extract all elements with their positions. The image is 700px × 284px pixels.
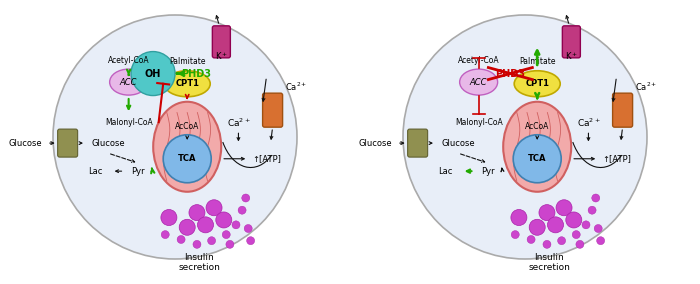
Text: K$^+$: K$^+$: [215, 50, 228, 62]
Circle shape: [53, 15, 297, 259]
Text: Glucose: Glucose: [8, 139, 42, 148]
Circle shape: [131, 52, 175, 95]
Circle shape: [177, 235, 185, 243]
Text: Glucose: Glucose: [441, 139, 475, 148]
Text: Insulin
secretion: Insulin secretion: [528, 253, 570, 272]
FancyBboxPatch shape: [612, 93, 633, 127]
Circle shape: [222, 231, 230, 239]
Circle shape: [539, 205, 555, 221]
Text: Lac: Lac: [438, 167, 453, 176]
Text: AcCoA: AcCoA: [525, 122, 550, 131]
Text: Acetyl-CoA: Acetyl-CoA: [458, 56, 500, 64]
Circle shape: [566, 212, 582, 228]
Text: Lac: Lac: [88, 167, 103, 176]
Circle shape: [189, 205, 205, 221]
FancyBboxPatch shape: [212, 26, 230, 58]
Circle shape: [556, 200, 572, 216]
Circle shape: [161, 231, 169, 239]
Ellipse shape: [153, 102, 221, 192]
Circle shape: [594, 224, 602, 233]
Circle shape: [403, 15, 647, 259]
Ellipse shape: [503, 102, 571, 192]
Circle shape: [588, 206, 596, 214]
Text: ACC: ACC: [470, 78, 487, 87]
Circle shape: [513, 135, 561, 183]
Text: ↑[ATP]: ↑[ATP]: [252, 154, 281, 163]
FancyBboxPatch shape: [407, 129, 428, 157]
Text: ↑[ATP]: ↑[ATP]: [602, 154, 631, 163]
Text: OH: OH: [145, 68, 161, 79]
Circle shape: [582, 221, 590, 229]
Text: Glucose: Glucose: [358, 139, 392, 148]
Circle shape: [241, 194, 250, 202]
Circle shape: [558, 237, 566, 245]
FancyBboxPatch shape: [262, 93, 283, 127]
Circle shape: [527, 235, 535, 243]
Text: TCA: TCA: [178, 154, 197, 163]
Text: Ca$^{2+}$: Ca$^{2+}$: [635, 81, 657, 93]
Text: Ca$^{2+}$: Ca$^{2+}$: [285, 81, 307, 93]
Text: Ca$^{2+}$: Ca$^{2+}$: [577, 116, 601, 129]
Circle shape: [572, 231, 580, 239]
Circle shape: [226, 240, 234, 248]
Text: PHD3: PHD3: [181, 68, 211, 79]
Circle shape: [206, 200, 222, 216]
Circle shape: [511, 210, 527, 225]
Ellipse shape: [514, 71, 560, 97]
Circle shape: [592, 194, 600, 202]
Circle shape: [216, 212, 232, 228]
Text: PHD3: PHD3: [496, 68, 526, 79]
Text: CPT1: CPT1: [525, 79, 550, 88]
Circle shape: [238, 206, 246, 214]
Text: Ca$^{2+}$: Ca$^{2+}$: [227, 116, 251, 129]
Circle shape: [529, 219, 545, 235]
Circle shape: [246, 237, 255, 245]
Circle shape: [179, 219, 195, 235]
Circle shape: [244, 224, 252, 233]
Circle shape: [511, 231, 519, 239]
Text: Pyr: Pyr: [132, 167, 145, 176]
Text: Malonyl-CoA: Malonyl-CoA: [455, 118, 503, 127]
Text: Insulin
secretion: Insulin secretion: [178, 253, 220, 272]
Circle shape: [232, 221, 240, 229]
Circle shape: [543, 240, 551, 248]
Text: CPT1: CPT1: [175, 79, 199, 88]
Circle shape: [596, 237, 605, 245]
Text: Acetyl-CoA: Acetyl-CoA: [108, 56, 150, 64]
Text: Palmitate: Palmitate: [169, 57, 206, 66]
Text: TCA: TCA: [528, 154, 547, 163]
Circle shape: [197, 217, 214, 233]
Circle shape: [576, 240, 584, 248]
Circle shape: [547, 217, 564, 233]
Text: Pyr: Pyr: [482, 167, 495, 176]
Text: ACC: ACC: [120, 78, 137, 87]
Text: Palmitate: Palmitate: [519, 57, 556, 66]
Text: AcCoA: AcCoA: [175, 122, 199, 131]
Ellipse shape: [164, 71, 210, 97]
Circle shape: [193, 240, 201, 248]
Circle shape: [208, 237, 216, 245]
Text: Malonyl-CoA: Malonyl-CoA: [105, 118, 153, 127]
Circle shape: [161, 210, 177, 225]
Circle shape: [163, 135, 211, 183]
FancyBboxPatch shape: [562, 26, 580, 58]
Ellipse shape: [110, 69, 148, 95]
Text: K$^+$: K$^+$: [565, 50, 578, 62]
Text: Glucose: Glucose: [91, 139, 125, 148]
FancyBboxPatch shape: [57, 129, 78, 157]
Ellipse shape: [460, 69, 498, 95]
